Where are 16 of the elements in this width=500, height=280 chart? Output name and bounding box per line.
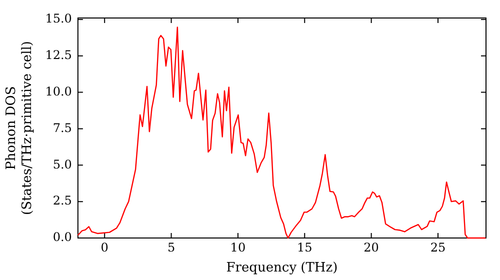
x-tick-label: 10 bbox=[230, 240, 246, 254]
x-tick-label: 15 bbox=[296, 240, 312, 254]
x-tick-label: 25 bbox=[430, 240, 446, 254]
y-tick-label: 5.0 bbox=[52, 157, 72, 172]
y-tick-label: 12.5 bbox=[45, 48, 72, 62]
x-tick-label: 20 bbox=[364, 240, 379, 254]
x-tick-label: 5 bbox=[167, 240, 176, 254]
x-tick-label: 0 bbox=[100, 240, 108, 254]
y-tick-label: 2.5 bbox=[52, 194, 72, 208]
y-tick-label: 15.0 bbox=[45, 12, 72, 26]
text: (States/THz·primitive cell) bbox=[20, 40, 35, 216]
y-tick-label: 10.0 bbox=[45, 84, 72, 98]
y-tick-label: 0.0 bbox=[52, 230, 72, 244]
y-tick-label: 7.5 bbox=[52, 120, 72, 135]
text: Phonon DOS bbox=[4, 86, 20, 170]
x-axis-title: Frequency (THz) bbox=[226, 260, 338, 276]
